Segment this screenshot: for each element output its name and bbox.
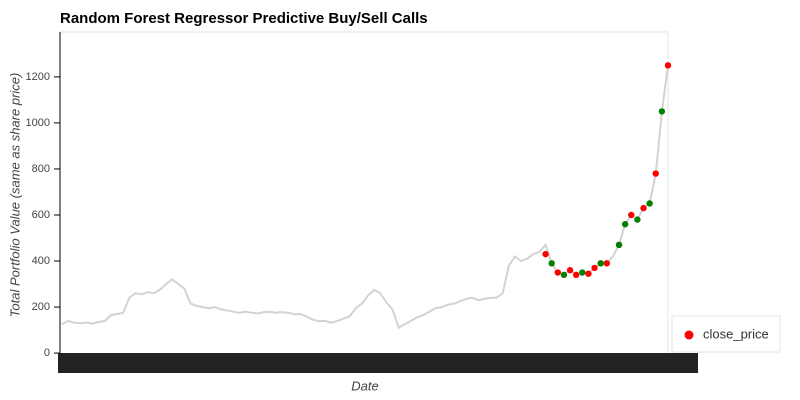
y-tick-label: 800 <box>32 163 50 175</box>
y-tick-label: 200 <box>32 301 50 313</box>
legend <box>671 315 781 353</box>
signal-point <box>615 241 623 249</box>
signal-point <box>572 271 580 279</box>
x-tick-clutter <box>58 353 698 373</box>
chart-title: Random Forest Regressor Predictive Buy/S… <box>60 10 428 27</box>
y-axis-label: Total Portfolio Value (same as share pri… <box>7 73 22 318</box>
signal-point <box>548 260 555 267</box>
signal-point <box>566 267 574 274</box>
legend-marker <box>684 330 694 340</box>
signal-point <box>628 211 635 219</box>
signal-point <box>664 62 672 69</box>
signal-point <box>560 271 568 279</box>
signal-point <box>585 270 592 277</box>
signal-point <box>579 269 586 276</box>
signal-point <box>652 170 659 177</box>
y-tick-label: 1200 <box>26 71 50 83</box>
signal-point <box>658 108 666 115</box>
signal-point <box>621 220 629 228</box>
signal-point <box>646 200 653 207</box>
signal-point <box>597 260 604 267</box>
y-tick-label: 1000 <box>26 117 50 129</box>
x-axis-label: Date <box>351 378 378 393</box>
signal-point <box>603 260 610 267</box>
signal-point <box>554 269 562 276</box>
signal-point <box>542 250 549 258</box>
plot-frame <box>59 31 669 358</box>
signal-point <box>634 216 641 223</box>
y-tick-label: 0 <box>44 347 50 359</box>
y-tick-label: 600 <box>32 209 50 221</box>
legend-label: close_price <box>703 326 769 341</box>
signal-point <box>640 204 647 212</box>
signal-point <box>591 264 598 272</box>
price-line <box>61 65 669 330</box>
y-tick-label: 400 <box>32 255 50 267</box>
